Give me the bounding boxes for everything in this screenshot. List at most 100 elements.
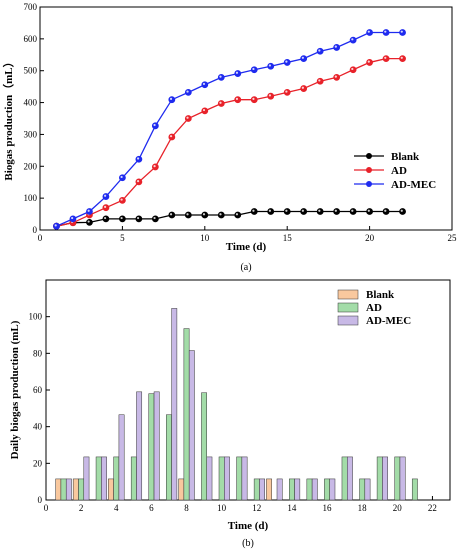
data-point-highlight: [120, 175, 123, 179]
legend-label: AD-MEC: [366, 315, 411, 327]
data-point: [151, 122, 159, 130]
data-point-highlight: [136, 157, 140, 160]
data-point-highlight: [153, 123, 156, 127]
data-point-highlight: [384, 56, 387, 59]
data-point-highlight: [235, 97, 239, 101]
data-point: [168, 211, 176, 219]
bar-ad-mec: [399, 456, 406, 501]
data-point: [382, 208, 390, 215]
data-point: [399, 29, 406, 36]
bar-ad: [376, 456, 383, 501]
y-tick-label: 200: [24, 161, 38, 171]
data-point-highlight: [301, 209, 304, 212]
data-point: [168, 133, 176, 141]
data-point: [250, 66, 258, 74]
bar-ad-mec: [83, 456, 90, 501]
data-point: [316, 208, 324, 215]
data-point-highlight: [400, 209, 403, 212]
legend-label: Blank: [391, 151, 420, 163]
x-tick-label: 22: [428, 503, 437, 513]
data-point: [366, 208, 374, 215]
data-point-highlight: [301, 56, 304, 59]
legend-label: AD-MEC: [391, 179, 436, 191]
data-point: [86, 218, 93, 226]
bar-ad: [113, 456, 120, 501]
series-line-ad-mec: [56, 31, 403, 227]
bar-ad: [166, 414, 172, 501]
bar-ad: [236, 456, 243, 501]
plot-frame: [39, 6, 453, 231]
data-point-highlight: [252, 67, 255, 71]
data-point-highlight: [186, 116, 189, 119]
y-tick-label: 80: [33, 348, 43, 358]
x-tick-label: 15: [283, 233, 293, 243]
legend-marker: [366, 153, 372, 159]
bar-ad: [183, 328, 190, 501]
data-point: [135, 178, 143, 186]
data-point: [135, 215, 143, 223]
data-point-highlight: [120, 216, 123, 220]
data-point-highlight: [334, 75, 337, 78]
data-point-highlight: [367, 209, 370, 212]
x-tick-label: 12: [252, 503, 261, 513]
bar-ad-mec: [65, 478, 72, 501]
data-point-highlight: [169, 135, 173, 138]
bar-ad-mec: [188, 350, 195, 501]
data-point: [316, 47, 324, 55]
legend-swatch: [337, 315, 359, 326]
data-point-highlight: [301, 86, 304, 89]
bar-ad: [289, 478, 295, 501]
data-point: [168, 96, 176, 104]
legend-label: Blank: [366, 289, 395, 301]
data-point: [349, 36, 357, 44]
data-point: [316, 77, 324, 85]
x-tick-label: 14: [287, 503, 297, 513]
bar-blank: [266, 478, 272, 501]
y-tick-label: 0: [33, 225, 38, 235]
bar-ad: [324, 478, 330, 501]
bar-ad-mec: [364, 478, 371, 501]
bar-ad: [359, 478, 366, 501]
data-point-highlight: [367, 60, 370, 63]
data-point-highlight: [202, 213, 206, 216]
data-point-highlight: [202, 82, 206, 86]
data-point: [250, 96, 258, 104]
x-tick-label: 20: [393, 503, 403, 513]
data-point: [366, 29, 374, 36]
data-point-highlight: [87, 220, 90, 223]
y-axis-label: Biogas production（mL）: [2, 56, 15, 180]
y-tick-label: 20: [33, 458, 43, 468]
data-point-highlight: [219, 213, 222, 216]
data-point-highlight: [318, 79, 321, 82]
y-tick-label: 400: [24, 98, 38, 108]
y-tick-label: 600: [24, 34, 38, 44]
x-tick-label: 16: [323, 503, 333, 513]
data-point-highlight: [104, 194, 107, 197]
data-point: [382, 55, 390, 63]
data-point: [349, 208, 357, 215]
y-tick-label: 300: [24, 129, 38, 139]
cumulative-biogas-chart: 0 5 10 15 20 25 0 100 200 300 400 500 600 700 Time (d)…: [2, 2, 457, 273]
bar-ad: [218, 456, 225, 501]
data-point: [151, 215, 159, 223]
y-axis-label: Daily biogas production (mL): [9, 320, 21, 459]
x-tick-label: 6: [149, 503, 154, 513]
data-point-highlight: [71, 216, 74, 220]
bar-ad-mec: [347, 456, 353, 501]
legend-marker: [366, 181, 372, 187]
x-tick-label: 5: [120, 233, 125, 243]
y-tick-label: 500: [24, 66, 38, 76]
x-axis-label: Time (d): [228, 520, 269, 532]
data-point: [217, 211, 225, 219]
data-point-highlight: [136, 179, 140, 183]
data-point-highlight: [136, 216, 140, 220]
data-point-highlight: [268, 94, 272, 97]
x-tick-label: 10: [217, 503, 227, 513]
data-point: [267, 208, 275, 215]
data-point-highlight: [334, 45, 337, 48]
data-point-highlight: [87, 209, 90, 212]
data-point-highlight: [153, 165, 156, 168]
x-axis-label: Time (d): [226, 241, 267, 253]
data-point: [102, 204, 110, 212]
data-point: [333, 74, 341, 81]
